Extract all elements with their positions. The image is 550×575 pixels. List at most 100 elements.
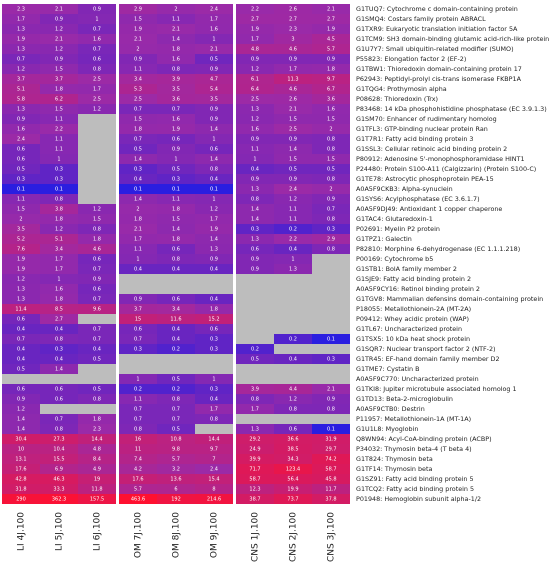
heat-cell [40, 44, 78, 54]
heat-cell [40, 174, 78, 184]
cell-value: 1.8 [134, 217, 142, 223]
cell-value: 0.3 [172, 177, 180, 183]
heat-cell [2, 474, 40, 484]
row-label: G1TL67: Uncharacterized protein [356, 325, 462, 333]
heat-cell [236, 54, 274, 64]
heat-cell [119, 314, 157, 324]
cell-value: 6.2 [55, 97, 63, 103]
row-label: G1SYS6: Acylphosphatase (EC 3.6.1.7) [356, 195, 480, 203]
cell-value: 15 [135, 317, 141, 323]
empty-cell [78, 114, 116, 124]
heat-cell [78, 344, 116, 354]
cell-value: 2.2 [251, 7, 259, 13]
cell-value: 31.9 [325, 437, 336, 443]
cell-value: 1.3 [17, 107, 25, 113]
row-label: P80912: Adenosine 5'-monophosphoramidase… [356, 155, 525, 163]
heat-cell [119, 454, 157, 464]
heat-cell [40, 264, 78, 274]
cell-value: 0.4 [172, 337, 180, 343]
heat-cell [195, 414, 233, 424]
heat-cell [157, 154, 195, 164]
heat-cell [119, 44, 157, 54]
empty-cell [236, 314, 274, 324]
empty-cell [236, 304, 274, 314]
empty-cell [78, 154, 116, 164]
heat-cell [274, 164, 312, 174]
cell-value: 14.4 [91, 437, 102, 443]
heat-cell [236, 154, 274, 164]
cell-value: 2.5 [251, 97, 259, 103]
heat-cell [119, 94, 157, 104]
cell-value: 1.7 [210, 217, 218, 223]
heat-cell [119, 424, 157, 434]
heat-cell [157, 4, 195, 14]
heat-cell [157, 184, 195, 194]
cell-value: 2 [329, 127, 332, 133]
heat-cell [2, 384, 40, 394]
cell-value: 38.5 [287, 447, 298, 453]
heat-cell [119, 194, 157, 204]
heat-cell [312, 444, 350, 454]
heat-cell [40, 294, 78, 304]
heat-cell [236, 144, 274, 154]
heat-cell [274, 194, 312, 204]
heat-cell [157, 314, 195, 324]
empty-cell [274, 374, 312, 384]
heat-cell [119, 304, 157, 314]
empty-cell [236, 414, 274, 424]
cell-value: 1.3 [210, 247, 218, 253]
cell-value: 0.8 [327, 137, 335, 143]
cell-value: 1.7 [251, 37, 259, 43]
heat-cell [312, 184, 350, 194]
cell-value: 2 [136, 207, 139, 213]
cell-value: 0.4 [55, 327, 63, 333]
empty-cell [236, 284, 274, 294]
heat-cell [274, 154, 312, 164]
cell-value: 3.7 [55, 77, 63, 83]
empty-cell [312, 274, 350, 284]
heat-cell [157, 104, 195, 114]
row-label: P82810: Morphine 6-dehydrogenase (EC 1.1… [356, 245, 520, 253]
column-label: OM 9J.100 [210, 512, 220, 558]
row-label: G1TME7: Cystatin B [356, 365, 419, 373]
cell-value: 1.9 [17, 37, 25, 43]
heat-cell [274, 224, 312, 234]
row-label: G1T824: Thymosin beta [356, 455, 433, 463]
heat-cell [236, 224, 274, 234]
cell-value: 1.2 [55, 27, 63, 33]
cell-value: 2.1 [55, 37, 63, 43]
heat-cell [274, 24, 312, 34]
cell-value: 1.5 [55, 67, 63, 73]
cell-value: 3.5 [210, 97, 218, 103]
cell-value: 0.8 [172, 67, 180, 73]
row-label: G1TE78: Astrocytic phosphoprotein PEA-15 [356, 175, 494, 183]
cell-value: 1.3 [289, 267, 297, 273]
heat-cell [2, 254, 40, 264]
heat-cell [274, 184, 312, 194]
heat-cell [2, 364, 40, 374]
heat-cell [157, 414, 195, 424]
cell-value: 0.8 [55, 197, 63, 203]
cell-value: 0.4 [210, 397, 218, 403]
row-label: G1U7Y7: Small ubiquitin-related modifier… [356, 45, 514, 53]
cell-value: 1.2 [93, 207, 101, 213]
cell-value: 0.8 [210, 417, 218, 423]
cell-value: 3.5 [17, 227, 25, 233]
heat-cell [119, 74, 157, 84]
heat-cell [119, 24, 157, 34]
heat-cell [195, 124, 233, 134]
cell-value: 1 [95, 17, 98, 23]
cell-value: 0.3 [134, 167, 142, 173]
heat-cell [40, 244, 78, 254]
cell-value: 1.4 [17, 417, 25, 423]
cell-value: 0.4 [172, 327, 180, 333]
cell-value: 4.5 [327, 37, 335, 43]
empty-cell [195, 274, 233, 284]
heat-cell [195, 434, 233, 444]
cell-value: 1 [212, 377, 215, 383]
heat-cell [40, 494, 78, 504]
cell-value: 4.6 [289, 47, 297, 53]
heat-cell [2, 54, 40, 64]
heat-cell [274, 334, 312, 344]
heat-cell [236, 184, 274, 194]
